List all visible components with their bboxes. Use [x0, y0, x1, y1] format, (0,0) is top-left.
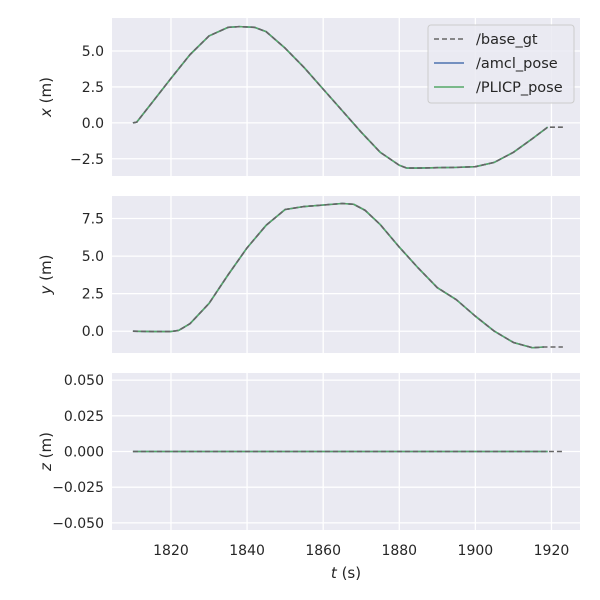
- y-axis-variable: x: [37, 108, 55, 118]
- x-tick-label: 1820: [153, 543, 189, 559]
- x-tick-label: 1860: [305, 543, 341, 559]
- y-tick-label: 5.0: [82, 249, 104, 265]
- y-tick-label: 0.000: [64, 445, 104, 461]
- y-axis-variable: z: [37, 462, 55, 472]
- y-tick-label: 2.5: [82, 80, 104, 96]
- y-tick-label: 0.0: [82, 116, 104, 132]
- panel-x: 5.0 2.5 0.0 −2.5 x (m) /base_gt/amcl_pose/PLI…: [37, 18, 580, 176]
- y-tick-label: 0.050: [64, 373, 104, 389]
- legend: /base_gt/amcl_pose/PLICP_pose: [427, 24, 575, 104]
- y-axis-label: y (m): [37, 255, 55, 296]
- x-axis-variable: t: [331, 564, 338, 582]
- x-axis-unit: (s): [337, 564, 361, 582]
- y-tick-label: 0.0: [82, 324, 104, 340]
- legend-label: /base_gt: [476, 32, 538, 48]
- x-tick-label: 1900: [458, 543, 494, 559]
- y-axis-unit: (m): [37, 255, 55, 286]
- x-tick-label: 1880: [381, 543, 417, 559]
- y-axis-label: x (m): [37, 77, 55, 118]
- series-line-plicp-pose: [132, 25, 549, 169]
- y-axis-variable: y: [37, 284, 55, 295]
- y-axis-label: z (m): [37, 432, 55, 472]
- legend-label: /PLICP_pose: [476, 80, 563, 96]
- y-axis-unit: (m): [37, 77, 55, 108]
- x-tick-label: 1840: [229, 543, 265, 559]
- y-tick-label: −0.050: [52, 516, 104, 532]
- y-tick-label: 0.025: [64, 409, 104, 425]
- y-tick-label: 7.5: [82, 212, 104, 228]
- legend-label: /amcl_pose: [476, 56, 558, 72]
- y-tick-label: 2.5: [82, 287, 104, 303]
- panel-z: 0.050 0.025 0.000 −0.025 −0.050 1820 1840 1860 1…: [37, 373, 580, 582]
- plot-area-y: [112, 196, 580, 353]
- series-line-base-gt: [132, 202, 563, 349]
- y-tick-label: 5.0: [82, 44, 104, 60]
- y-axis-unit: (m): [37, 432, 55, 463]
- x-axis-label: t (s): [331, 564, 361, 582]
- y-tick-label: −0.025: [52, 480, 104, 496]
- x-tick-label: 1920: [534, 543, 570, 559]
- legend-box: [427, 24, 575, 104]
- series-line-base-gt: [132, 25, 563, 169]
- y-tick-label: −2.5: [70, 152, 104, 168]
- panel-y: 7.5 5.0 2.5 0.0 y (m): [37, 196, 580, 353]
